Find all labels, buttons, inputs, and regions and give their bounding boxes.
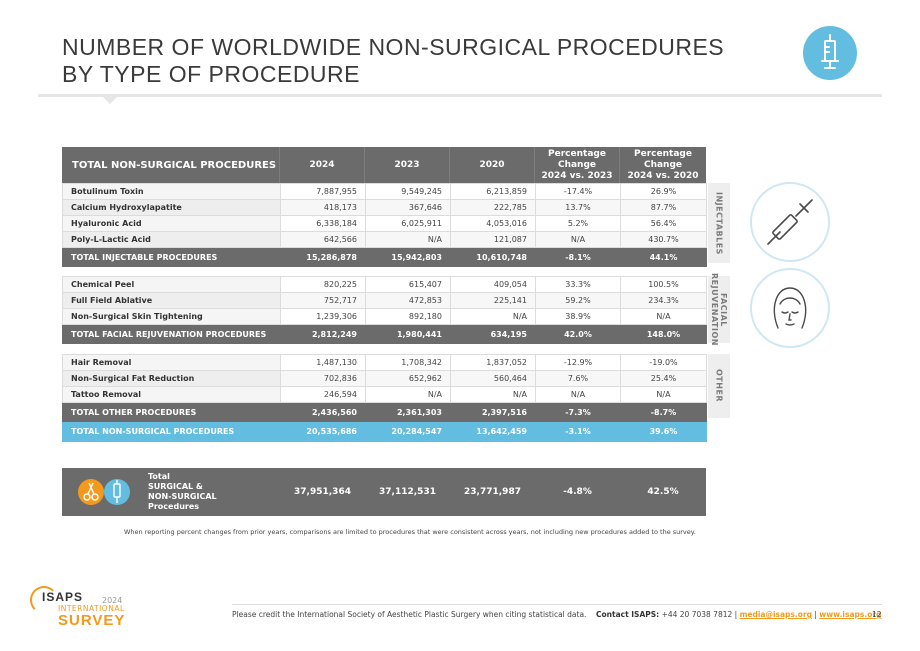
table-row: Hyaluronic Acid 6,338,184 6,025,911 4,05… — [62, 215, 707, 232]
table-row: Botulinum Toxin 7,887,955 9,549,245 6,21… — [62, 183, 707, 200]
combined-2023: 37,112,531 — [379, 487, 436, 497]
logo-arc-icon — [30, 586, 58, 614]
combined-pct-2023: -4.8% — [563, 487, 592, 497]
combined-total-row: Total SURGICAL & NON-SURGICAL Procedures… — [62, 468, 706, 516]
table-row: Hair Removal 1,487,130 1,708,342 1,837,0… — [62, 354, 707, 371]
injectables-table: Botulinum Toxin 7,887,955 9,549,245 6,21… — [62, 183, 707, 267]
combined-2020: 23,771,987 — [464, 487, 521, 497]
syringe-illustration-icon — [750, 182, 830, 262]
header-2020: 2020 — [450, 147, 535, 183]
footnote: When reporting percent changes from prio… — [124, 528, 696, 536]
table-row: Chemical Peel 820,225 615,407 409,054 33… — [62, 276, 707, 293]
table-row: Poly-L-Lactic Acid 642,566 N/A 121,087 N… — [62, 231, 707, 248]
table-row: Non-Surgical Fat Reduction 702,836 652,9… — [62, 370, 707, 387]
combined-2024: 37,951,364 — [294, 487, 351, 497]
table-row: Calcium Hydroxylapatite 418,173 367,646 … — [62, 199, 707, 216]
header-2023: 2023 — [365, 147, 450, 183]
subtotal-row: TOTAL FACIAL REJUVENATION PROCEDURES 2,8… — [62, 324, 707, 344]
side-label-facial: FACIAL REJUVENATION — [708, 273, 730, 346]
isaps-logo: ISAPS 2024 INTERNATIONAL SURVEY — [30, 584, 140, 634]
grand-total-row: TOTAL NON-SURGICAL PROCEDURES 20,535,686… — [62, 421, 707, 442]
side-label-other: OTHER — [708, 354, 730, 418]
other-table: Hair Removal 1,487,130 1,708,342 1,837,0… — [62, 354, 707, 442]
table-header: TOTAL NON-SURGICAL PROCEDURES 2024 2023 … — [62, 147, 706, 183]
header-divider — [38, 94, 882, 97]
combined-icons — [62, 477, 148, 507]
table-row: Non-Surgical Skin Tightening 1,239,306 8… — [62, 308, 707, 325]
footer-divider — [232, 604, 882, 605]
table-row: Tattoo Removal 246,594 N/A N/A N/A N/A — [62, 386, 707, 403]
face-illustration-icon — [750, 268, 830, 348]
combined-label: Total SURGICAL & NON-SURGICAL Procedures — [148, 472, 217, 511]
scalpel-syringe-icon — [78, 479, 130, 505]
header-2024: 2024 — [280, 147, 365, 183]
footer-credit: Please credit the International Society … — [232, 610, 882, 619]
header-pct-2023: Percentage Change 2024 vs. 2023 — [535, 147, 620, 183]
header-notch — [102, 96, 118, 104]
facial-table: Chemical Peel 820,225 615,407 409,054 33… — [62, 276, 707, 344]
page-title: NUMBER OF WORLDWIDE NON-SURGICAL PROCEDU… — [62, 34, 725, 87]
subtotal-row: TOTAL OTHER PROCEDURES 2,436,560 2,361,3… — [62, 402, 707, 422]
table-row: Full Field Ablative 752,717 472,853 225,… — [62, 292, 707, 309]
syringe-icon — [803, 26, 857, 80]
subtotal-row: TOTAL INJECTABLE PROCEDURES 15,286,878 1… — [62, 247, 707, 267]
header-pct-2020: Percentage Change 2024 vs. 2020 — [627, 148, 699, 181]
combined-pct-2020: 42.5% — [647, 487, 679, 497]
email-link[interactable]: media@isaps.org — [739, 610, 812, 619]
page-number: 12 — [872, 610, 882, 619]
website-link[interactable]: www.isaps.org — [819, 610, 882, 619]
side-label-injectables: INJECTABLES — [708, 183, 730, 263]
header-total-label: TOTAL NON-SURGICAL PROCEDURES — [62, 147, 280, 183]
